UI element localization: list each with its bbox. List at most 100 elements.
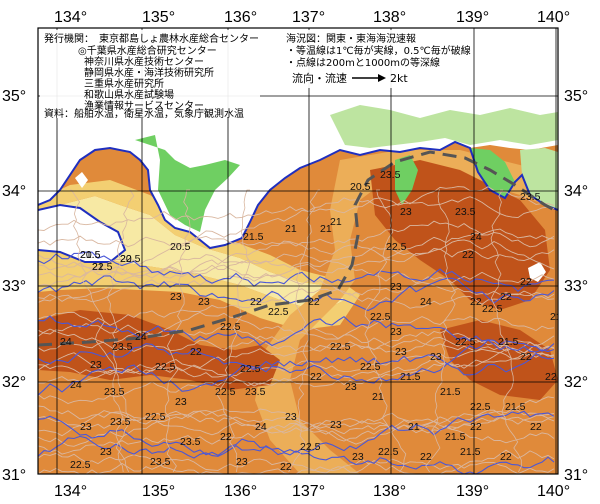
isotherm-label: 21 [372, 391, 384, 403]
lat-label: 33° [2, 278, 26, 295]
isotherm-line [38, 186, 555, 248]
issuer-line: 三重県水産研究所 [84, 77, 164, 90]
isotherm-label: 21.5 [550, 311, 571, 323]
isotherm-label: 22.5 [155, 361, 176, 373]
lat-label: 31° [2, 467, 26, 484]
izu-vegetation [395, 155, 418, 205]
longitude-labels-bottom: 134° 135° 136° 137° 138° 139° 140° [54, 483, 570, 500]
isotherm-label: 22.5 [268, 306, 289, 318]
isotherm-label: 23.5 [180, 436, 201, 448]
isotherm-line [490, 189, 522, 473]
isotherm-line [38, 288, 555, 326]
isotherm-label: 22.5 [545, 371, 566, 383]
isotherm-label: 22 [220, 431, 232, 443]
issuer-line: ◎千葉県水産総合研究センター [78, 44, 217, 57]
flow-arrow-icon [378, 74, 386, 82]
issuer-info-box: 発行機関： 東京都島しょ農林水産総合センター ◎千葉県水産総合研究センター 神奈… [40, 30, 260, 120]
lat-label: 35° [2, 88, 26, 105]
isotherm-label: 22.5 [370, 311, 391, 323]
legend-box: 海況図：関東・東海海況速報 ・等温線は1℃毎が実線，0.5℃毎が破線 ・点線は2… [282, 30, 471, 88]
island [75, 172, 88, 188]
lon-label: 139° [456, 9, 489, 26]
isotherm-label: 22.5 [145, 411, 166, 423]
isotherm-label: 22 [462, 249, 474, 261]
isotherm-label: 24 [420, 296, 432, 308]
cool-water-zone [38, 180, 360, 330]
isotherm-line [216, 189, 251, 473]
isotherm-label: 22 [420, 451, 432, 463]
isotherm-line [38, 435, 555, 474]
issuer-line: 静岡県水産・海洋技術研究所 [84, 66, 214, 79]
isotherm-label: 22 [500, 451, 512, 463]
isotherm-line [38, 396, 555, 447]
isotherm-label: 22 [470, 296, 482, 308]
lon-label: 136° [224, 9, 257, 26]
isotherm-label: 21.5 [498, 336, 519, 348]
lon-label: 135° [142, 9, 175, 26]
isotherm-label: 22 [120, 253, 132, 265]
isotherm-label: 22 [500, 291, 512, 303]
issuer-line: 神奈川県水産技術センター [84, 55, 204, 68]
isotherm-label: 23 [352, 451, 364, 463]
isotherm-label: 23 [236, 456, 248, 468]
isotherm-label: 23.5 [245, 386, 266, 398]
isotherm-label: 22 [190, 346, 202, 358]
isotherm-label: 22.5 [455, 336, 476, 348]
isotherm-label: 23 [170, 291, 182, 303]
isotherm-label: 22 [310, 371, 322, 383]
isotherm-label: 24 [470, 231, 482, 243]
lat-label: 33° [564, 278, 588, 295]
isotherm-label: 21 [408, 421, 420, 433]
lon-label: 137° [292, 483, 325, 500]
lon-label: 137° [292, 9, 325, 26]
isotherm-label: 23 [395, 346, 407, 358]
isotherm-label: 22 [470, 421, 482, 433]
island [528, 262, 546, 282]
lon-label: 139° [456, 483, 489, 500]
isotherm-label: 23 [390, 326, 402, 338]
vegetation-zone [330, 105, 558, 148]
issuer-line: 和歌山県水産試験場 [84, 88, 174, 101]
isotherm-label: 21 [330, 216, 342, 228]
isotherm-line [38, 323, 555, 354]
isotherm-line [38, 274, 555, 307]
isotherm-label: 23 [390, 281, 402, 293]
kii-vegetation [135, 135, 240, 232]
boso-land [520, 148, 558, 210]
lon-label: 138° [373, 9, 406, 26]
isotherm-line [38, 311, 555, 352]
isotherm-line [38, 339, 555, 396]
isotherm-line [38, 275, 555, 312]
isotherm-label: 21.5 [243, 231, 264, 243]
lon-label: 140° [537, 483, 570, 500]
isotherm-label: 22.5 [482, 303, 503, 315]
lon-label: 136° [224, 483, 257, 500]
isotherm-label: 22 [308, 296, 320, 308]
isotherm-label: 22.5 [215, 386, 236, 398]
isotherm-label: 21 [320, 223, 332, 235]
isotherm-line [38, 315, 555, 352]
isotherm-label: 22.5 [470, 401, 491, 413]
isotherm-label: 20.5 [120, 253, 141, 265]
isotherm-line [164, 189, 191, 473]
isotherm-label: 23.5 [455, 206, 476, 218]
isotherm-label: 21 [92, 261, 104, 273]
isotherm-label: 23 [285, 411, 297, 423]
isotherm-label: 22.5 [92, 261, 113, 273]
isotherm-label: 22 [520, 276, 532, 288]
isotherm-label: 21.5 [400, 371, 421, 383]
latitude-labels-right: 35° 34° 33° 32° 31° [564, 88, 588, 484]
isotherm-label: 24 [60, 336, 72, 348]
flow-legend-label: 流向・流速 [292, 71, 347, 85]
isotherm-label: 23 [330, 419, 342, 431]
isotherm-label: 22 [250, 296, 262, 308]
isotherm-line [364, 189, 407, 473]
isotherm-line [38, 405, 555, 436]
isotherm-label: 24 [255, 421, 267, 433]
isotherm-label: 22 [530, 421, 542, 433]
isotherm-label: 21.5 [460, 446, 481, 458]
isotherm-label: 22 [280, 461, 292, 473]
issuer-box-background [40, 30, 260, 118]
isotherm-label: 21.5 [80, 249, 101, 261]
